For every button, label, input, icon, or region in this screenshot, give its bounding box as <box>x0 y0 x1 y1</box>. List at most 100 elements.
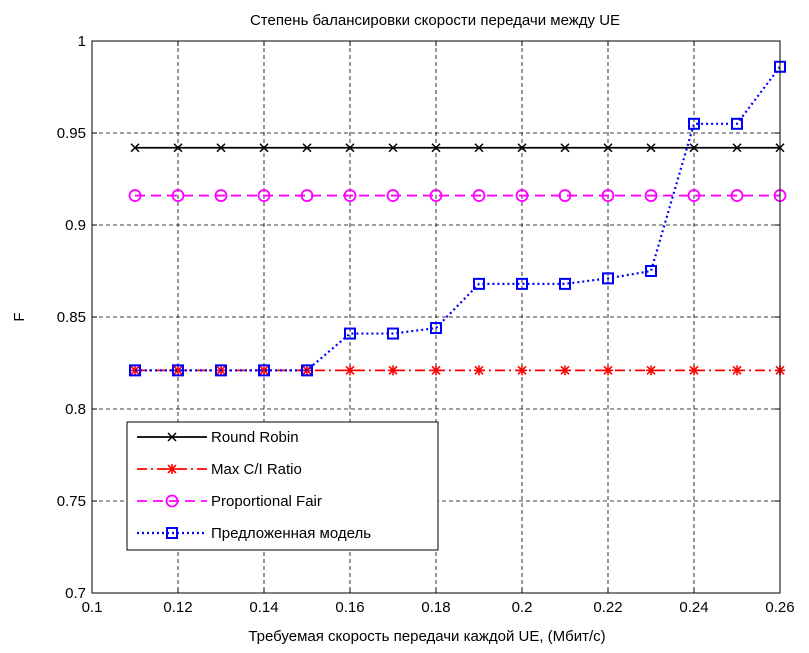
data-point <box>644 189 658 202</box>
data-point <box>560 143 570 153</box>
marker-stroke <box>474 143 484 153</box>
data-point <box>388 365 398 376</box>
data-point <box>258 364 270 377</box>
series- <box>129 60 786 377</box>
data-point <box>387 327 399 340</box>
data-point <box>344 327 356 340</box>
legend-swatch-marker <box>165 494 179 508</box>
data-point <box>517 365 527 376</box>
data-point <box>343 189 357 202</box>
data-point <box>301 364 313 377</box>
marker-stroke <box>259 143 269 153</box>
data-point <box>646 365 656 376</box>
data-point <box>689 143 699 153</box>
chart-title: Степень балансировки скорости передачи м… <box>250 12 620 29</box>
marker-stroke <box>345 365 355 375</box>
data-point <box>257 189 271 202</box>
marker-stroke <box>603 143 613 153</box>
y-tick-label: 0.75 <box>57 493 86 510</box>
marker-stroke <box>646 143 656 153</box>
plot-lines <box>128 60 787 377</box>
x-tick-label: 0.2 <box>512 599 533 616</box>
y-tick-label: 0.85 <box>57 309 86 326</box>
data-point <box>473 277 485 290</box>
data-point <box>602 272 614 285</box>
axis-ticks: 0.1 0.12 0.14 0.16 0.18 0.2 0.22 0.24 0.26 0.7 0.7… <box>57 33 795 616</box>
data-point <box>259 143 269 153</box>
x-tick-label: 0.26 <box>765 599 794 616</box>
data-point <box>731 117 743 130</box>
legend-item: Round Robin <box>137 429 299 446</box>
marker-stroke <box>216 143 226 153</box>
legend-label: Proportional Fair <box>211 493 322 510</box>
marker-stroke <box>259 365 269 375</box>
data-point <box>515 189 529 202</box>
y-axis-label: F <box>11 312 28 321</box>
y-tick-label: 1 <box>78 33 86 50</box>
x-tick-label: 0.22 <box>593 599 622 616</box>
data-point <box>688 117 700 130</box>
marker-stroke <box>167 432 177 442</box>
y-tick-label: 0.7 <box>65 585 86 602</box>
data-point <box>645 265 657 277</box>
x-tick-label: 0.24 <box>679 599 708 616</box>
x-tick-label: 0.18 <box>421 599 450 616</box>
y-tick-label: 0.8 <box>65 401 86 418</box>
data-point <box>345 365 355 376</box>
legend-swatch-marker <box>167 432 177 442</box>
marker-stroke <box>689 143 699 153</box>
data-point <box>516 277 528 290</box>
data-point <box>472 189 486 202</box>
data-point <box>215 364 227 377</box>
legend-label: Round Robin <box>211 429 299 446</box>
data-point <box>302 143 312 153</box>
data-point <box>259 365 269 376</box>
legend-swatch-marker <box>166 527 178 539</box>
series-line <box>135 66 781 372</box>
legend-box <box>126 421 439 551</box>
x-axis-label: Требуемая скорость передачи каждой UE, (… <box>248 628 605 645</box>
series-max-c-i-ratio <box>130 365 785 376</box>
marker-stroke <box>732 143 742 153</box>
data-point <box>603 143 613 153</box>
marker-stroke <box>302 143 312 153</box>
data-point <box>689 365 699 376</box>
x-tick-label: 0.16 <box>335 599 364 616</box>
x-tick-label: 0.14 <box>249 599 278 616</box>
data-point <box>129 364 141 377</box>
marker-stroke <box>173 143 183 153</box>
data-point <box>429 189 443 202</box>
legend: Round Robin Max C/I Ratio Proportional Fai… <box>126 421 439 551</box>
data-point <box>172 364 184 377</box>
marker-stroke <box>388 365 398 375</box>
marker-stroke <box>388 143 398 153</box>
data-point <box>732 143 742 153</box>
data-point <box>386 189 400 202</box>
marker-stroke <box>689 365 699 375</box>
marker-stroke <box>603 365 613 375</box>
marker-stroke <box>517 365 527 375</box>
data-point <box>430 322 442 335</box>
data-point <box>130 143 140 153</box>
data-point <box>474 365 484 376</box>
y-tick-label: 0.9 <box>65 217 86 234</box>
marker-stroke <box>646 365 656 375</box>
series-proportional-fair <box>128 189 787 202</box>
marker-stroke <box>130 143 140 153</box>
marker-stroke <box>474 365 484 375</box>
data-point <box>517 143 527 153</box>
data-point <box>431 143 441 153</box>
data-point <box>173 143 183 153</box>
marker-stroke <box>431 143 441 153</box>
data-point <box>300 189 314 202</box>
data-point <box>388 143 398 153</box>
marker-stroke <box>345 143 355 153</box>
marker-stroke <box>732 365 742 375</box>
series-round-robin <box>130 143 785 153</box>
data-point <box>730 189 744 202</box>
data-point <box>216 143 226 153</box>
x-tick-label: 0.1 <box>82 599 103 616</box>
legend-label: Max C/I Ratio <box>211 461 302 478</box>
